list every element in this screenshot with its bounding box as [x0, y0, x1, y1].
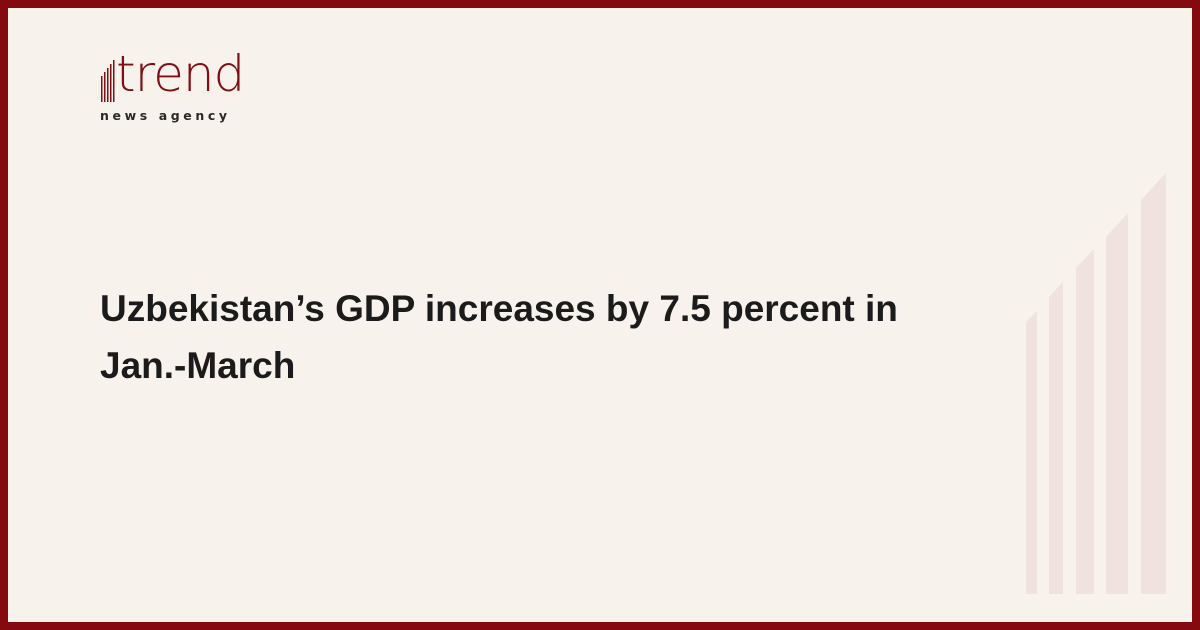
deco-bar — [1141, 173, 1166, 594]
logo-tagline: news agency — [100, 108, 231, 123]
deco-bar — [1049, 282, 1063, 594]
trend-logo[interactable]: trend news agency — [100, 45, 270, 130]
deco-bar — [1106, 213, 1128, 594]
logo-bars-icon — [101, 60, 115, 102]
deco-bar — [1076, 249, 1094, 594]
logo-wordmark: trend — [116, 45, 245, 103]
deco-bar — [1026, 311, 1037, 594]
headline: Uzbekistan’s GDP increases by 7.5 percen… — [100, 288, 898, 386]
